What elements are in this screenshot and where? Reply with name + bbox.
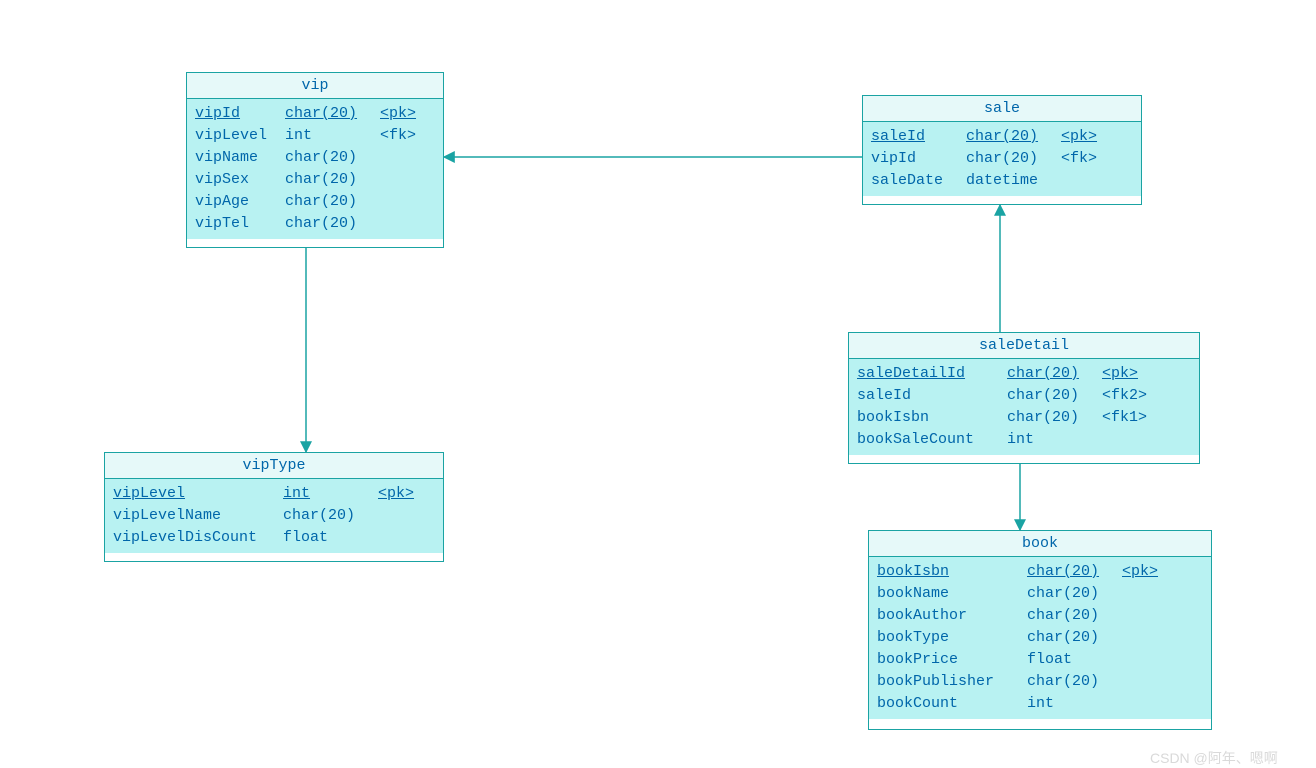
entity-saledetail: saleDetail saleDetailIdchar(20)<pk> sale… bbox=[848, 332, 1200, 464]
entity-viptype-title: vipType bbox=[242, 457, 305, 474]
entity-vip: vip vipIdchar(20)<pk> vipLevelint<fk> vi… bbox=[186, 72, 444, 248]
field-row: saleDatedatetime bbox=[871, 170, 1133, 192]
field-row: saleDetailIdchar(20)<pk> bbox=[857, 363, 1191, 385]
entity-vip-body: vipIdchar(20)<pk> vipLevelint<fk> vipNam… bbox=[187, 99, 443, 239]
field-row: vipLevelint<pk> bbox=[113, 483, 435, 505]
field-row: vipSexchar(20) bbox=[195, 169, 435, 191]
field-row: bookNamechar(20) bbox=[877, 583, 1203, 605]
entity-book-title: book bbox=[1022, 535, 1058, 552]
entity-book: book bookIsbnchar(20)<pk> bookNamechar(2… bbox=[868, 530, 1212, 730]
entity-viptype: vipType vipLevelint<pk> vipLevelNamechar… bbox=[104, 452, 444, 562]
field-row: bookPricefloat bbox=[877, 649, 1203, 671]
field-row: vipIdchar(20)<pk> bbox=[195, 103, 435, 125]
field-row: vipIdchar(20)<fk> bbox=[871, 148, 1133, 170]
entity-sale-body: saleIdchar(20)<pk> vipIdchar(20)<fk> sal… bbox=[863, 122, 1141, 196]
watermark-text: CSDN @阿年、嗯啊 bbox=[1150, 748, 1278, 768]
field-row: bookIsbnchar(20)<fk1> bbox=[857, 407, 1191, 429]
field-row: vipAgechar(20) bbox=[195, 191, 435, 213]
entity-saledetail-title: saleDetail bbox=[979, 337, 1069, 354]
field-row: bookPublisherchar(20) bbox=[877, 671, 1203, 693]
entity-viptype-body: vipLevelint<pk> vipLevelNamechar(20) vip… bbox=[105, 479, 443, 553]
field-row: bookIsbnchar(20)<pk> bbox=[877, 561, 1203, 583]
entity-book-body: bookIsbnchar(20)<pk> bookNamechar(20) bo… bbox=[869, 557, 1211, 719]
field-row: vipLevelNamechar(20) bbox=[113, 505, 435, 527]
field-row: saleIdchar(20)<fk2> bbox=[857, 385, 1191, 407]
field-row: bookSaleCountint bbox=[857, 429, 1191, 451]
field-row: saleIdchar(20)<pk> bbox=[871, 126, 1133, 148]
entity-saledetail-body: saleDetailIdchar(20)<pk> saleIdchar(20)<… bbox=[849, 359, 1199, 455]
field-row: vipTelchar(20) bbox=[195, 213, 435, 235]
field-row: bookTypechar(20) bbox=[877, 627, 1203, 649]
field-row: bookAuthorchar(20) bbox=[877, 605, 1203, 627]
field-row: vipNamechar(20) bbox=[195, 147, 435, 169]
entity-saledetail-header: saleDetail bbox=[849, 333, 1199, 359]
field-row: vipLevelint<fk> bbox=[195, 125, 435, 147]
entity-viptype-header: vipType bbox=[105, 453, 443, 479]
entity-vip-header: vip bbox=[187, 73, 443, 99]
entity-vip-title: vip bbox=[301, 77, 328, 94]
entity-sale-title: sale bbox=[984, 100, 1020, 117]
entity-book-header: book bbox=[869, 531, 1211, 557]
entity-sale: sale saleIdchar(20)<pk> vipIdchar(20)<fk… bbox=[862, 95, 1142, 205]
entity-sale-header: sale bbox=[863, 96, 1141, 122]
field-row: bookCountint bbox=[877, 693, 1203, 715]
field-row: vipLevelDisCountfloat bbox=[113, 527, 435, 549]
